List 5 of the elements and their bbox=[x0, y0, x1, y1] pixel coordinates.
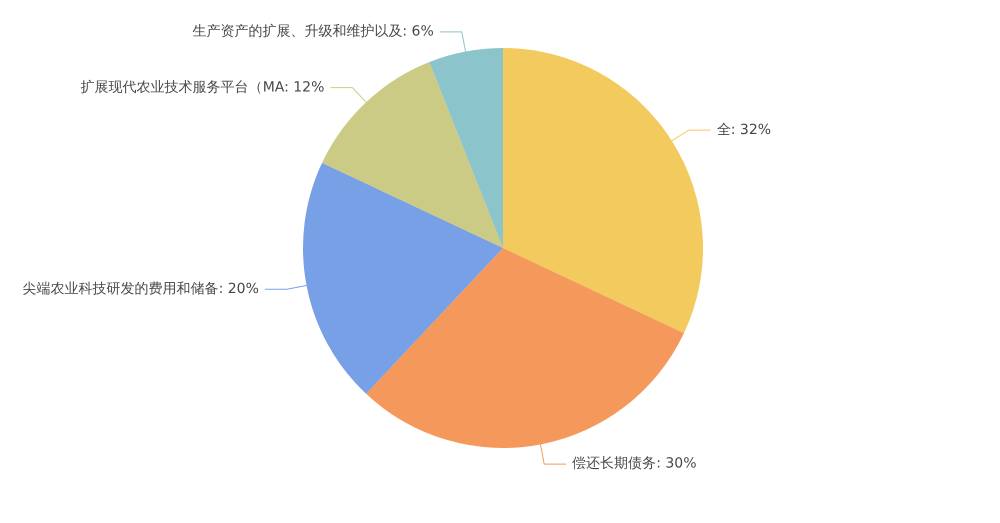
slice-label: 生产资产的扩展、升级和维护以及: 6% bbox=[192, 24, 434, 40]
slice-label: 偿还长期债务: 30% bbox=[572, 456, 697, 472]
slice-label: 扩展现代农业技术服务平台（MA: 12% bbox=[80, 79, 324, 96]
slice-label: 全: 32% bbox=[716, 122, 772, 138]
slice-label: 尖端农业科技研发的费用和储备: 20% bbox=[22, 280, 259, 297]
